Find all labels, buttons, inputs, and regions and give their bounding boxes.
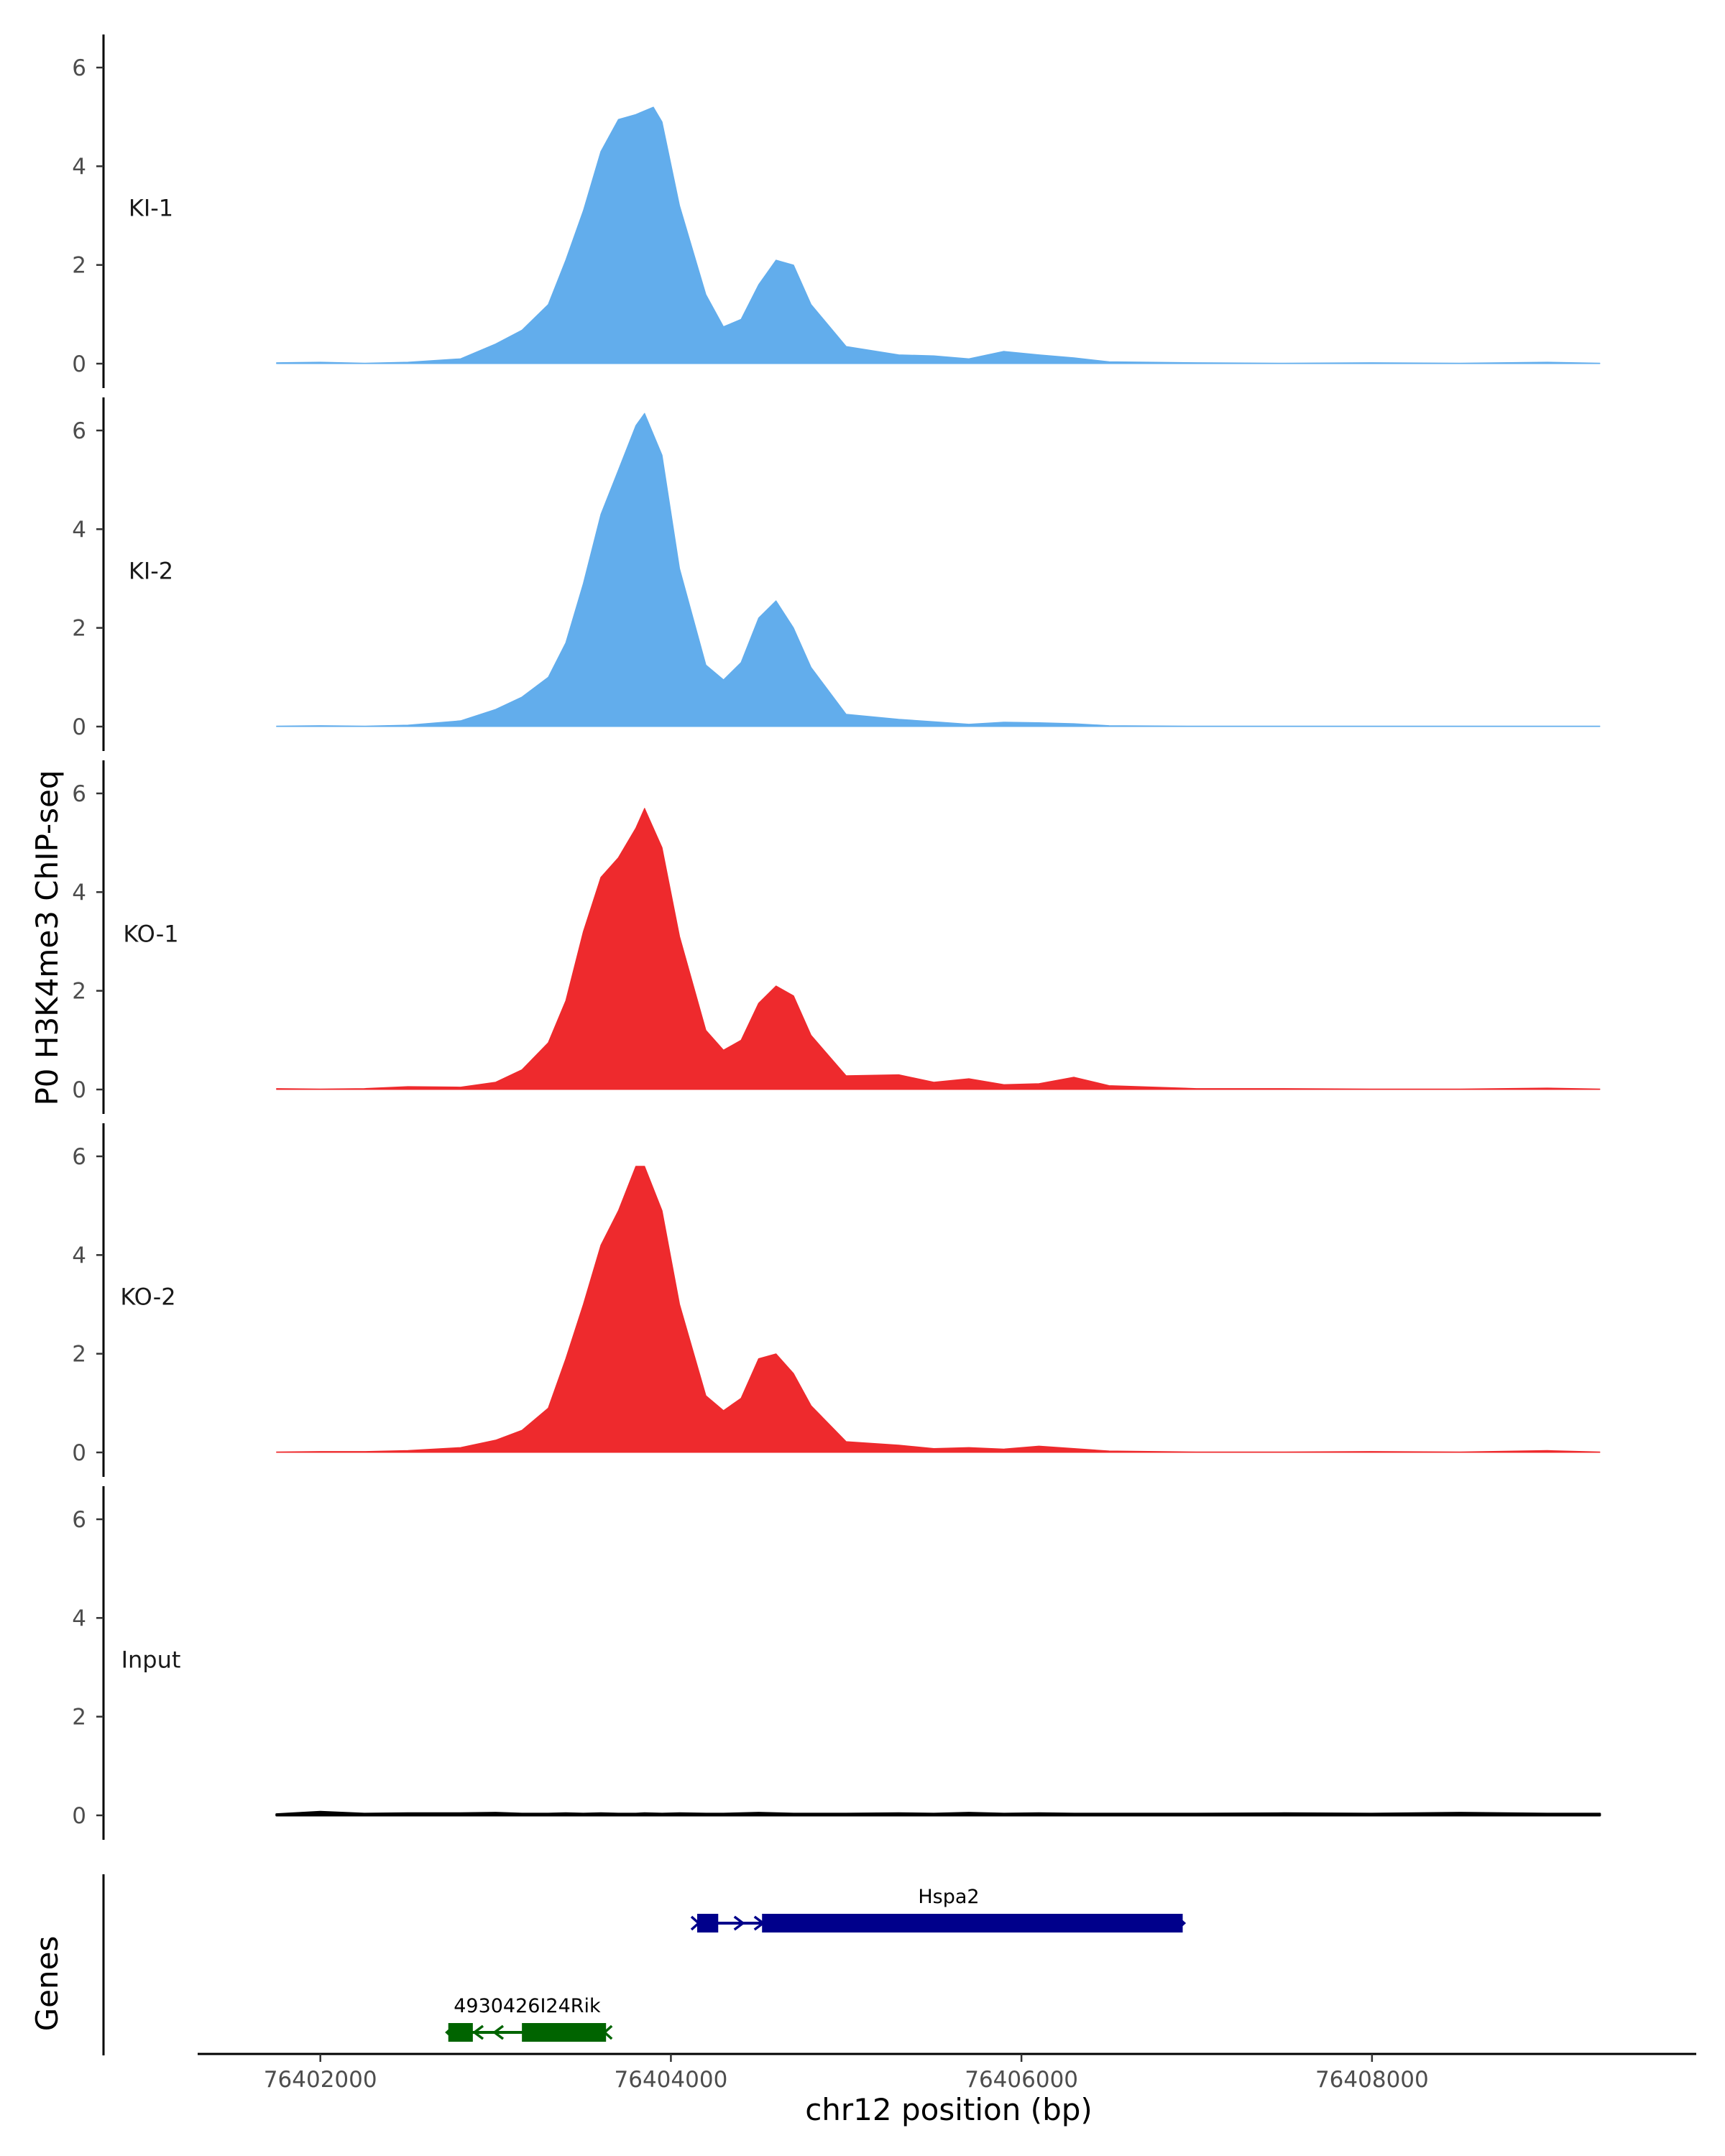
strand-arrow [753,1915,765,1931]
signal-area-ko-2 [276,1166,1601,1453]
strand-arrow [602,2024,613,2040]
gene-hspa2: Hspa2 [690,1886,1187,1932]
gene-exon [448,2023,473,2042]
strand-arrow [492,2024,505,2040]
track-ki-2: 0 2 4 6 KI-2 [72,397,1601,751]
y-tick-label: 0 [72,351,86,377]
y-tick-label: 6 [72,781,86,807]
track-label: Input [121,1646,181,1674]
y-tick-label: 4 [72,880,86,906]
signal-tracks: 0 2 4 6 KI-1 0 2 4 6 KI-2 0 2 4 6 KO-1 0 2 4 6 KO-2 0 2 4 6 Inpu… [72,34,1601,1840]
y-axis-title: P0 H3K4me3 ChIP-seq [29,770,65,1105]
y-tick-label: 2 [72,1342,86,1368]
y-tick-label: 6 [72,1507,86,1533]
x-tick-label: 76406000 [965,2067,1078,2093]
track-ki-1: 0 2 4 6 KI-1 [72,34,1601,388]
gene-exon [697,1914,719,1932]
track-label: KI-2 [129,558,173,585]
y-tick-label: 4 [72,1606,86,1631]
gene-name-label: Hspa2 [918,1886,979,1908]
strand-arrow [733,1915,745,1931]
y-tick-label: 4 [72,1243,86,1268]
x-tick-label: 76402000 [264,2067,377,2093]
gene-exon [522,2023,607,2042]
y-tick-label: 0 [72,1077,86,1103]
track-input: 0 2 4 6 Input [72,1486,1601,1840]
gene-name-label: 4930426I24Rik [454,1995,601,2017]
signal-area-ki-1 [276,106,1601,364]
genes-axis-title: Genes [29,1936,65,2032]
y-tick-label: 0 [72,1803,86,1829]
strand-arrow [445,2024,455,2040]
y-tick-label: 4 [72,154,86,180]
y-tick-label: 6 [72,418,86,444]
y-tick-label: 4 [72,517,86,543]
track-label: KI-1 [129,195,173,222]
track-ko-1: 0 2 4 6 KO-1 [72,760,1601,1114]
track-ko-2: 0 2 4 6 KO-2 [72,1123,1601,1477]
y-tick-label: 2 [72,616,86,642]
y-tick-label: 2 [72,1705,86,1731]
y-tick-label: 0 [72,1440,86,1466]
y-tick-label: 6 [72,55,86,81]
x-tick-label: 76404000 [615,2067,728,2093]
signal-area-ki-2 [276,413,1601,727]
genes-panel: Hspa2 4930426I24Rik [102,1874,1187,2055]
strand-arrow [1176,1915,1187,1931]
y-tick-label: 0 [72,714,86,740]
y-tick-label: 2 [72,979,86,1005]
gene-4930426i24rik: 4930426I24Rik [445,1995,613,2042]
strand-arrow [472,2024,484,2040]
x-axis-title: chr12 position (bp) [805,2092,1092,2127]
strand-arrow [690,1915,701,1931]
track-label: KO-2 [120,1284,175,1311]
signal-area-ko-1 [276,808,1601,1090]
y-tick-label: 6 [72,1144,86,1170]
x-axis: 76402000 76404000 76406000 76408000 [198,2053,1696,2093]
signal-area-input [275,1810,1601,1817]
x-tick-label: 76408000 [1315,2067,1429,2093]
track-label: KO-1 [123,921,178,948]
y-tick-label: 2 [72,253,86,279]
gene-exon [762,1914,1183,1932]
